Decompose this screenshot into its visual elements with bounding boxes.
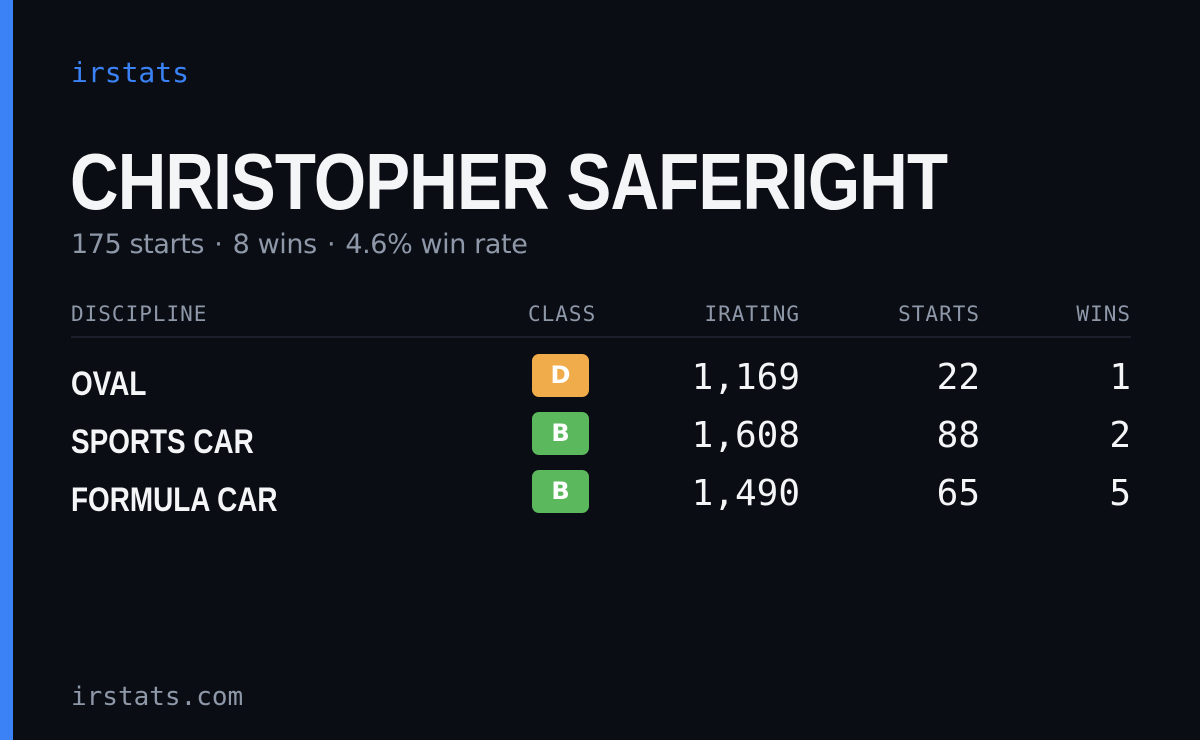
discipline-name: FORMULA CAR <box>71 481 278 519</box>
discipline-name: OVAL <box>71 365 147 403</box>
starts-value: 88 <box>936 415 980 456</box>
wins-value: 1 <box>1109 357 1131 398</box>
header-discipline: DISCIPLINE <box>71 302 208 326</box>
footer-link[interactable]: irstats.com <box>71 682 244 712</box>
header-wins: WINS <box>1076 302 1131 326</box>
summary-separator: · <box>214 229 223 260</box>
class-badge: D <box>532 354 589 397</box>
discipline-name: SPORTS CAR <box>71 423 254 461</box>
wins-value: 2 <box>1109 415 1131 456</box>
irating-value: 1,608 <box>691 415 800 456</box>
class-badge: B <box>532 412 589 455</box>
irating-value: 1,169 <box>691 357 800 398</box>
starts-value: 65 <box>936 473 980 514</box>
stats-table-body: OVAL D 1,169 22 1 SPORTS CAR B 1,608 88 … <box>71 350 1131 524</box>
header-divider <box>71 336 1131 338</box>
header-class: CLASS <box>528 302 597 326</box>
summary-wins: 8 wins <box>232 229 318 260</box>
header-starts: STARTS <box>898 302 980 326</box>
table-row: SPORTS CAR B 1,608 88 2 <box>71 408 1131 466</box>
summary-separator: · <box>326 229 336 260</box>
brand-logo[interactable]: irstats <box>71 56 190 89</box>
accent-bar <box>0 0 13 740</box>
summary-starts: 175 starts <box>71 229 205 260</box>
table-header: DISCIPLINE CLASS IRATING STARTS WINS <box>71 300 1131 328</box>
class-badge: B <box>532 470 589 513</box>
wins-value: 5 <box>1109 473 1131 514</box>
table-row: FORMULA CAR B 1,490 65 5 <box>71 466 1131 524</box>
starts-value: 22 <box>936 357 980 398</box>
table-row: OVAL D 1,169 22 1 <box>71 350 1131 408</box>
irating-value: 1,490 <box>691 473 800 514</box>
summary-win-rate: 4.6% win rate <box>345 229 528 260</box>
header-irating: IRATING <box>704 302 800 326</box>
page-title: CHRISTOPHER SAFERIGHT <box>70 137 948 226</box>
player-summary: 175 starts · 8 wins · 4.6% win rate <box>71 228 528 262</box>
